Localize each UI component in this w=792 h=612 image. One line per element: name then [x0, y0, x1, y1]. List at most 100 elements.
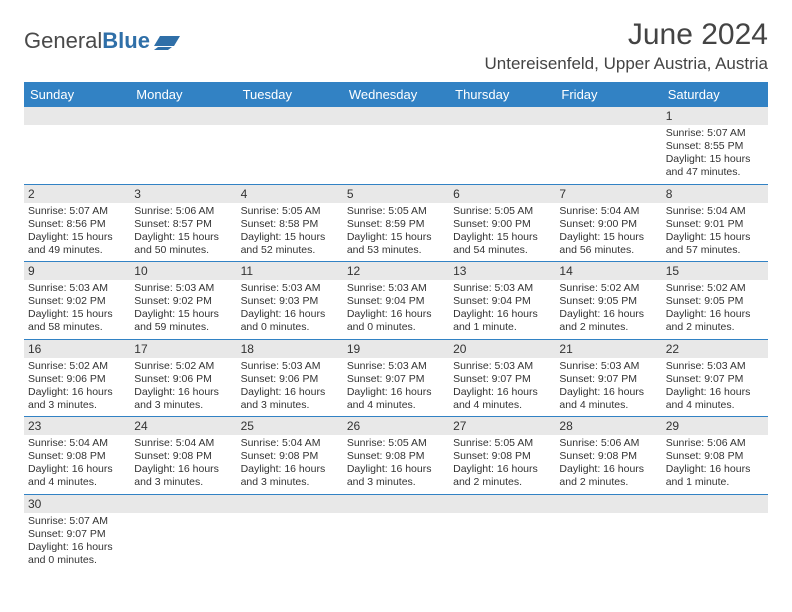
date-cell: 6	[449, 185, 555, 203]
daylight-text-1: Daylight: 16 hours	[559, 308, 657, 321]
week: 1Sunrise: 5:07 AMSunset: 8:55 PMDaylight…	[24, 107, 768, 185]
day-info-cell: Sunrise: 5:05 AMSunset: 9:00 PMDaylight:…	[449, 203, 555, 262]
daylight-text-2: and 47 minutes.	[666, 166, 764, 179]
date-cell: 11	[237, 262, 343, 280]
day-header-cell: Saturday	[662, 82, 768, 107]
date-cell	[130, 495, 236, 513]
date-cell	[449, 495, 555, 513]
daylight-text-1: Daylight: 16 hours	[666, 386, 764, 399]
daylight-text-2: and 4 minutes.	[559, 399, 657, 412]
day-info-cell	[662, 513, 768, 572]
date-cell: 10	[130, 262, 236, 280]
sunset-text: Sunset: 8:55 PM	[666, 140, 764, 153]
sunrise-text: Sunrise: 5:04 AM	[241, 437, 339, 450]
daylight-text-1: Daylight: 15 hours	[134, 231, 232, 244]
sunset-text: Sunset: 9:07 PM	[28, 528, 126, 541]
sunset-text: Sunset: 9:05 PM	[559, 295, 657, 308]
sunset-text: Sunset: 9:05 PM	[666, 295, 764, 308]
daylight-text-1: Daylight: 16 hours	[28, 463, 126, 476]
daylight-text-2: and 58 minutes.	[28, 321, 126, 334]
day-info-cell: Sunrise: 5:03 AMSunset: 9:02 PMDaylight:…	[24, 280, 130, 339]
date-cell: 27	[449, 417, 555, 435]
day-info-cell: Sunrise: 5:04 AMSunset: 9:08 PMDaylight:…	[24, 435, 130, 494]
daylight-text-1: Daylight: 16 hours	[241, 386, 339, 399]
daylight-text-2: and 1 minute.	[666, 476, 764, 489]
sunrise-text: Sunrise: 5:05 AM	[453, 205, 551, 218]
logo-text-general: General	[24, 28, 102, 54]
day-info-cell: Sunrise: 5:05 AMSunset: 9:08 PMDaylight:…	[343, 435, 449, 494]
sunset-text: Sunset: 9:08 PM	[666, 450, 764, 463]
date-row: 1	[24, 107, 768, 125]
sunset-text: Sunset: 9:08 PM	[28, 450, 126, 463]
daylight-text-2: and 3 minutes.	[134, 476, 232, 489]
date-cell: 26	[343, 417, 449, 435]
sunset-text: Sunset: 9:07 PM	[666, 373, 764, 386]
day-info-cell: Sunrise: 5:02 AMSunset: 9:05 PMDaylight:…	[555, 280, 661, 339]
info-row: Sunrise: 5:07 AMSunset: 8:56 PM Daylight:…	[24, 203, 768, 262]
daylight-text-1: Daylight: 16 hours	[28, 386, 126, 399]
date-cell: 30	[24, 495, 130, 513]
daylight-text-1: Daylight: 16 hours	[666, 308, 764, 321]
daylight-text-1: Daylight: 16 hours	[347, 463, 445, 476]
date-cell: 20	[449, 340, 555, 358]
day-info-cell	[343, 513, 449, 572]
date-cell: 18	[237, 340, 343, 358]
sunset-text: Sunset: 9:04 PM	[347, 295, 445, 308]
date-cell: 3	[130, 185, 236, 203]
day-info-cell: Sunrise: 5:07 AMSunset: 8:56 PMDaylight:…	[24, 203, 130, 262]
sunrise-text: Sunrise: 5:07 AM	[28, 205, 126, 218]
daylight-text-2: and 2 minutes.	[453, 476, 551, 489]
day-info-cell: Sunrise: 5:03 AMSunset: 9:04 PMDaylight:…	[449, 280, 555, 339]
daylight-text-1: Daylight: 16 hours	[241, 463, 339, 476]
day-info-cell: Sunrise: 5:03 AMSunset: 9:07 PMDaylight:…	[449, 358, 555, 417]
date-cell: 4	[237, 185, 343, 203]
sunset-text: Sunset: 9:01 PM	[666, 218, 764, 231]
day-info-cell	[237, 513, 343, 572]
sunset-text: Sunset: 9:07 PM	[347, 373, 445, 386]
date-row: 30	[24, 495, 768, 513]
sunset-text: Sunset: 9:06 PM	[241, 373, 339, 386]
daylight-text-1: Daylight: 16 hours	[453, 463, 551, 476]
week: 16171819202122Sunrise: 5:02 AMSunset: 9:…	[24, 340, 768, 418]
date-cell: 24	[130, 417, 236, 435]
day-info-cell: Sunrise: 5:04 AMSunset: 9:08 PMDaylight:…	[237, 435, 343, 494]
daylight-text-1: Daylight: 16 hours	[134, 463, 232, 476]
logo-text-blue: Blue	[102, 28, 150, 54]
day-info-cell	[130, 513, 236, 572]
daylight-text-2: and 0 minutes.	[347, 321, 445, 334]
date-cell: 1	[662, 107, 768, 125]
day-info-cell: Sunrise: 5:03 AMSunset: 9:07 PMDaylight:…	[555, 358, 661, 417]
day-info-cell: Sunrise: 5:06 AMSunset: 8:57 PMDaylight:…	[130, 203, 236, 262]
sunrise-text: Sunrise: 5:06 AM	[134, 205, 232, 218]
day-info-cell: Sunrise: 5:06 AMSunset: 9:08 PMDaylight:…	[555, 435, 661, 494]
sunrise-text: Sunrise: 5:03 AM	[347, 360, 445, 373]
sunrise-text: Sunrise: 5:03 AM	[241, 282, 339, 295]
daylight-text-2: and 57 minutes.	[666, 244, 764, 257]
daylight-text-2: and 56 minutes.	[559, 244, 657, 257]
date-cell: 19	[343, 340, 449, 358]
date-cell	[662, 495, 768, 513]
daylight-text-2: and 3 minutes.	[347, 476, 445, 489]
daylight-text-1: Daylight: 16 hours	[347, 386, 445, 399]
date-cell: 8	[662, 185, 768, 203]
day-info-cell: Sunrise: 5:03 AMSunset: 9:06 PMDaylight:…	[237, 358, 343, 417]
date-cell	[343, 495, 449, 513]
day-info-cell: Sunrise: 5:03 AMSunset: 9:03 PMDaylight:…	[237, 280, 343, 339]
sunset-text: Sunset: 8:56 PM	[28, 218, 126, 231]
day-info-cell: Sunrise: 5:02 AMSunset: 9:05 PMDaylight:…	[662, 280, 768, 339]
info-row: Sunrise: 5:07 AMSunset: 8:55 PMDaylight:…	[24, 125, 768, 184]
sunset-text: Sunset: 9:08 PM	[347, 450, 445, 463]
day-info-cell: Sunrise: 5:03 AMSunset: 9:02 PMDaylight:…	[130, 280, 236, 339]
date-row: 9101112131415	[24, 262, 768, 280]
daylight-text-2: and 4 minutes.	[666, 399, 764, 412]
date-cell: 29	[662, 417, 768, 435]
daylight-text-2: and 2 minutes.	[559, 476, 657, 489]
daylight-text-2: and 1 minute.	[453, 321, 551, 334]
daylight-text-2: and 59 minutes.	[134, 321, 232, 334]
sunrise-text: Sunrise: 5:03 AM	[453, 360, 551, 373]
daylight-text-2: and 2 minutes.	[666, 321, 764, 334]
daylight-text-2: and 50 minutes.	[134, 244, 232, 257]
day-info-cell: Sunrise: 5:03 AMSunset: 9:07 PMDaylight:…	[662, 358, 768, 417]
sunrise-text: Sunrise: 5:02 AM	[28, 360, 126, 373]
day-info-cell: Sunrise: 5:07 AMSunset: 8:55 PMDaylight:…	[662, 125, 768, 184]
